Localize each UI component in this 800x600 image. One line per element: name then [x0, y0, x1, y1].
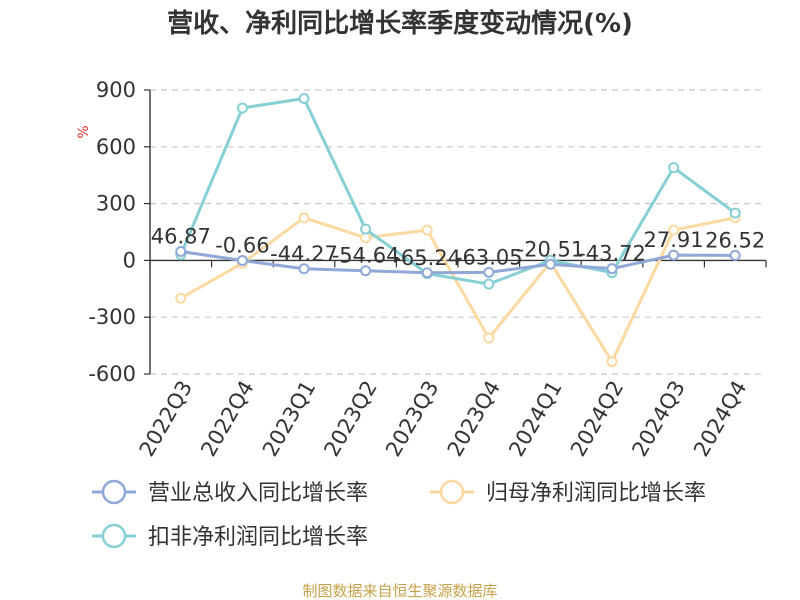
x-tick-label: 2024Q2	[566, 377, 628, 461]
legend-marker	[101, 479, 127, 505]
data-label: 27.91	[644, 228, 704, 252]
legend-marker	[101, 523, 127, 549]
data-source: 制图数据来自恒生聚源数据库	[302, 582, 497, 600]
data-label: -0.66	[215, 234, 269, 258]
data-label: -65.24	[393, 246, 461, 270]
data-point	[668, 224, 680, 236]
legend-label: 归母净利润同比增长率	[486, 481, 706, 506]
x-tick-label: 2023Q1	[258, 377, 320, 461]
series-line	[179, 97, 737, 286]
data-point	[421, 224, 433, 236]
series-line	[180, 250, 736, 275]
x-tick-label: 2024Q1	[504, 377, 566, 461]
data-label: 26.52	[705, 228, 765, 252]
data-point	[421, 267, 433, 279]
data-point	[298, 93, 310, 105]
data-point	[175, 292, 187, 304]
x-tick-label: 2024Q4	[689, 377, 751, 461]
data-point	[606, 356, 618, 368]
y-tick-label: 0	[123, 248, 136, 272]
data-point	[668, 162, 680, 174]
x-tick-label: 2022Q3	[135, 377, 197, 461]
data-point	[360, 223, 372, 235]
data-point	[729, 207, 741, 219]
data-label: 46.87	[151, 225, 211, 249]
data-point	[483, 278, 495, 290]
chart-title: 营收、净利同比增长率季度变动情况(%)	[167, 8, 633, 39]
data-point	[236, 255, 248, 267]
x-tick-label: 2023Q2	[319, 377, 381, 461]
data-labels: 46.87 -0.66 -44.27-54.64-65.24-63.05-20.51…	[151, 225, 766, 270]
data-point	[175, 246, 187, 258]
data-point	[668, 249, 680, 261]
data-point	[483, 332, 495, 344]
x-tick-label: 2023Q4	[443, 377, 505, 461]
data-point	[298, 212, 310, 224]
data-point	[236, 102, 248, 114]
x-tick-label: 2022Q4	[196, 377, 258, 461]
y-tick-label: -300	[88, 305, 136, 329]
y-tick-label: 300	[96, 192, 136, 216]
data-label: -63.05	[455, 245, 523, 269]
grid-lines	[150, 89, 766, 375]
legend-label: 营业总收入同比增长率	[148, 481, 368, 506]
y-tick-label: 600	[96, 135, 136, 159]
data-label: -44.27	[270, 242, 338, 266]
y-tick-label: -600	[88, 362, 136, 386]
x-tick-label: 2023Q3	[381, 377, 443, 461]
data-point	[483, 266, 495, 278]
data-point	[729, 249, 741, 261]
y-axis-unit: %	[76, 125, 92, 138]
data-label: -43.72	[578, 242, 646, 266]
data-point	[544, 258, 556, 270]
legend-label: 扣非净利润同比增长率	[148, 525, 368, 550]
y-tick-label: 900	[96, 78, 136, 102]
data-point	[606, 263, 618, 275]
series-line	[180, 216, 736, 364]
data-label: -54.64	[332, 244, 400, 268]
data-point	[298, 263, 310, 275]
data-label: -20.51	[517, 237, 585, 261]
x-tick-label: 2024Q3	[627, 377, 689, 461]
legend-marker	[439, 479, 465, 505]
data-point	[360, 265, 372, 277]
series-lines	[175, 93, 741, 368]
